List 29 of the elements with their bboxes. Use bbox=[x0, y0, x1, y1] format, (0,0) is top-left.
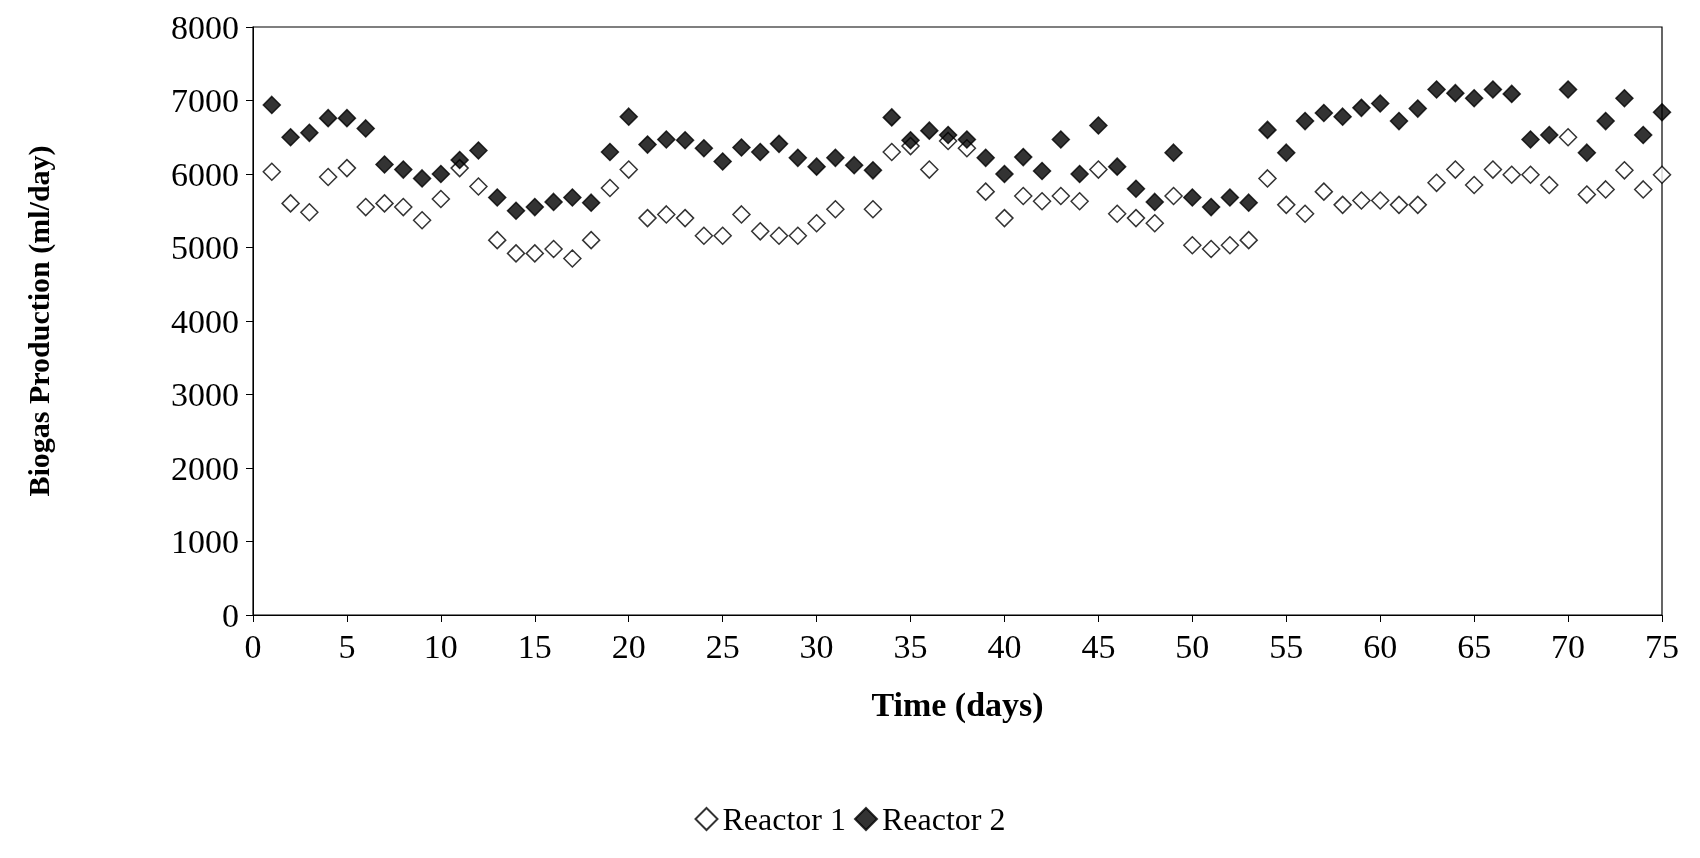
x-tick-label: 30 bbox=[799, 627, 834, 665]
y-tick-label: 8000 bbox=[171, 8, 239, 46]
x-tick-label: 50 bbox=[1175, 627, 1210, 665]
y-tick-label: 6000 bbox=[171, 155, 239, 193]
y-axis-title: Biogas Production (ml/day) bbox=[21, 145, 56, 497]
y-tick-label: 3000 bbox=[171, 376, 239, 413]
x-tick-label: 65 bbox=[1457, 627, 1492, 665]
x-tick-label: 60 bbox=[1363, 627, 1398, 665]
y-tick-label: 2000 bbox=[171, 449, 239, 487]
x-tick-label: 55 bbox=[1269, 627, 1304, 665]
y-tick-label: 0 bbox=[222, 596, 239, 634]
y-tick-label: 1000 bbox=[171, 523, 239, 560]
x-tick-label: 10 bbox=[423, 627, 458, 665]
x-tick-label: 35 bbox=[893, 627, 928, 665]
y-tick-label: 5000 bbox=[171, 229, 239, 266]
x-tick-label: 0 bbox=[244, 627, 262, 665]
x-tick-label: 25 bbox=[705, 627, 740, 665]
legend-label: Reactor 2 bbox=[882, 801, 1006, 837]
x-axis-title: Time (days) bbox=[871, 685, 1044, 724]
x-tick-label: 75 bbox=[1645, 627, 1679, 665]
y-tick-label: 4000 bbox=[171, 302, 239, 340]
x-tick-label: 5 bbox=[338, 627, 356, 665]
x-tick-label: 45 bbox=[1081, 627, 1116, 665]
legend-label: Reactor 1 bbox=[722, 801, 846, 837]
x-tick-label: 20 bbox=[611, 627, 646, 665]
x-tick-label: 40 bbox=[987, 627, 1022, 665]
y-tick-label: 7000 bbox=[171, 82, 239, 119]
x-tick-label: 15 bbox=[517, 627, 552, 665]
x-tick-label: 70 bbox=[1551, 627, 1586, 665]
